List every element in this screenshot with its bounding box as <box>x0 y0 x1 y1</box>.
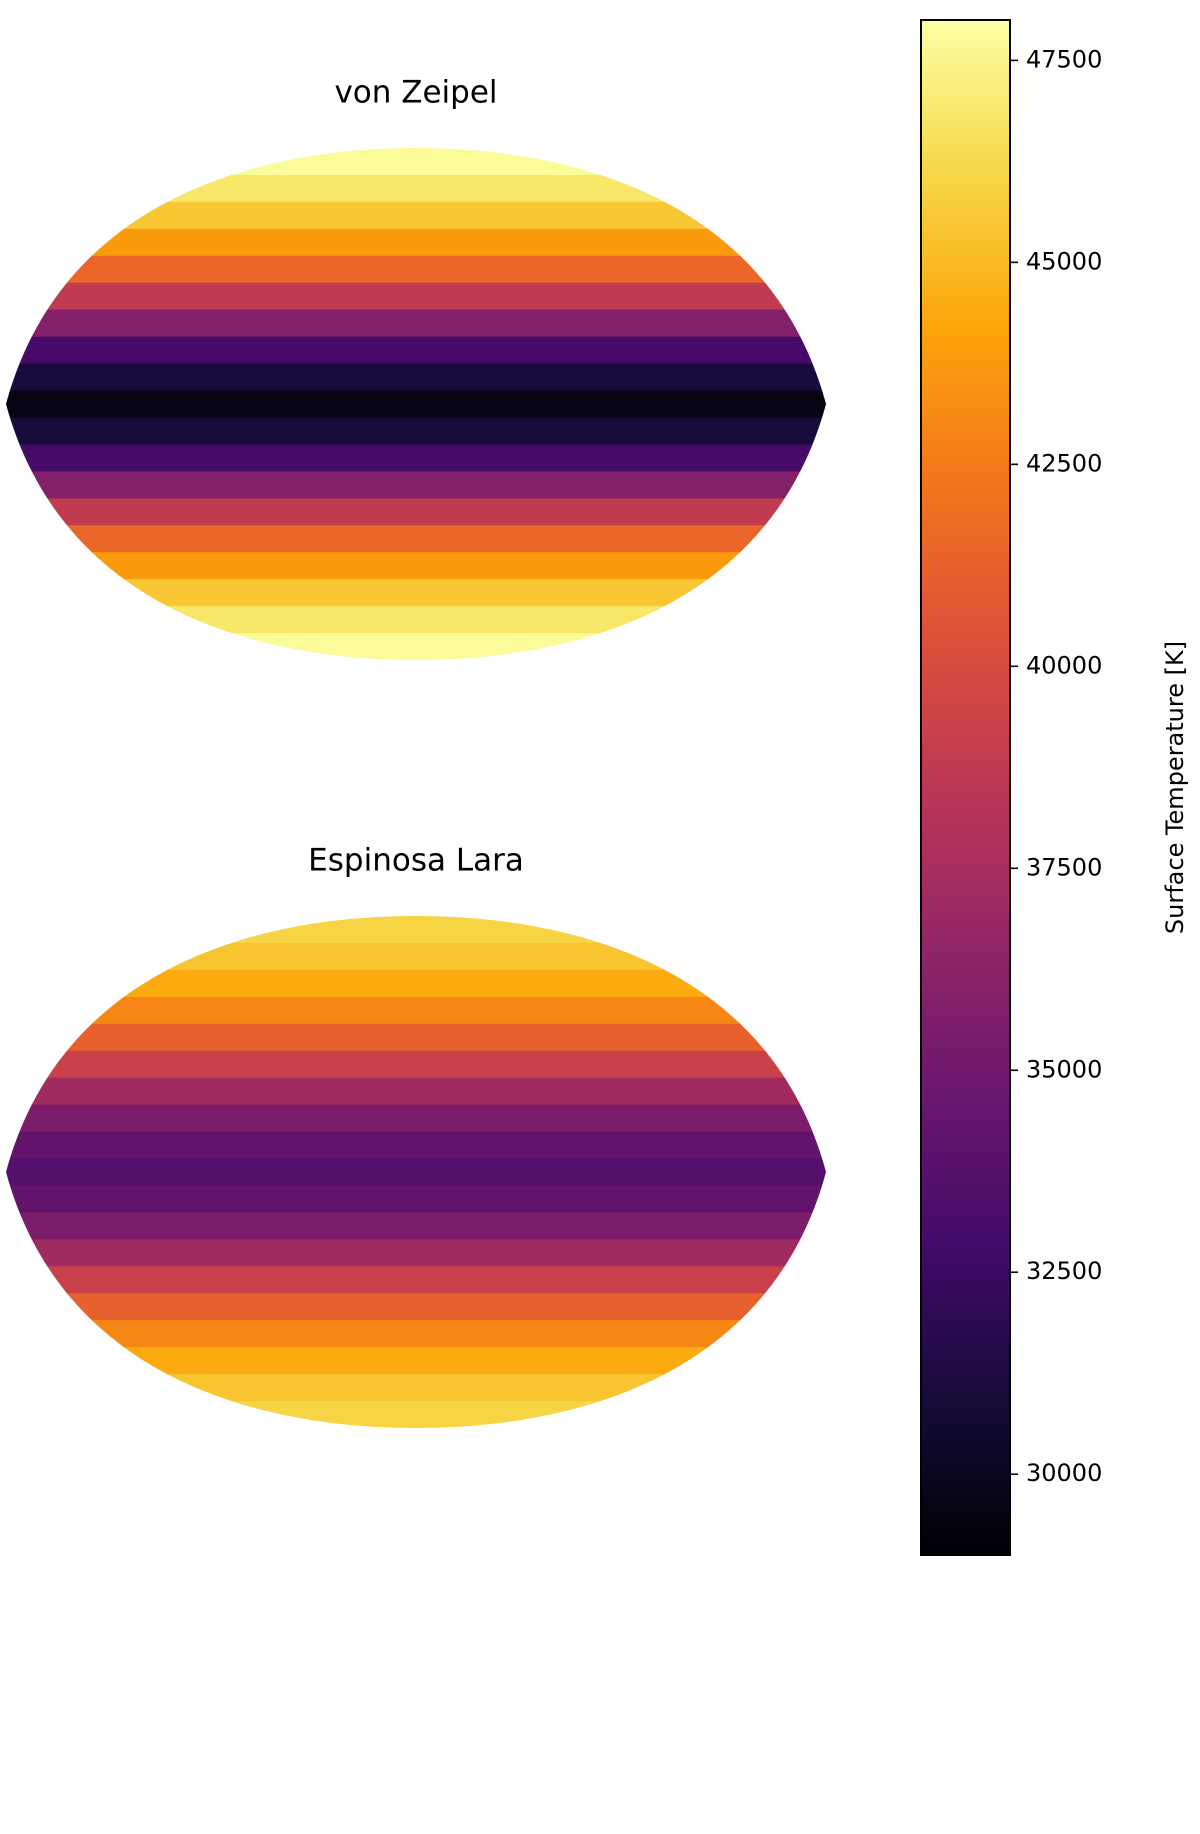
temperature-band <box>6 1401 826 1428</box>
colorbar-label: Surface Temperature [K] <box>1161 641 1189 934</box>
colorbar-tick-label: 45000 <box>1026 247 1102 275</box>
panel-title: Espinosa Lara <box>308 843 524 879</box>
temperature-band <box>6 1266 826 1294</box>
colorbar-tick-label: 32500 <box>1026 1257 1102 1285</box>
temperature-band <box>6 942 826 971</box>
temperature-band <box>6 1212 826 1240</box>
temperature-band <box>6 1104 826 1133</box>
colorbar <box>920 19 1011 1556</box>
temperature-band <box>6 444 826 472</box>
map-panel <box>6 916 826 1428</box>
map-panel <box>6 148 826 660</box>
panel-title: von Zeipel <box>334 75 497 111</box>
temperature-band <box>6 390 826 419</box>
temperature-band <box>6 1293 826 1321</box>
temperature-band <box>6 282 826 311</box>
temperature-band <box>6 1239 826 1267</box>
temperature-band <box>6 1023 826 1052</box>
temperature-band <box>6 228 826 257</box>
temperature-band <box>6 606 826 634</box>
temperature-band <box>6 916 826 944</box>
temperature-band <box>6 1050 826 1079</box>
temperature-band <box>6 969 826 998</box>
temperature-band <box>6 309 826 338</box>
colorbar-tick-label: 37500 <box>1026 853 1102 881</box>
temperature-band <box>6 471 826 499</box>
temperature-band <box>6 1077 826 1106</box>
temperature-band <box>6 1374 826 1402</box>
temperature-band <box>6 336 826 365</box>
temperature-band <box>6 1131 826 1160</box>
temperature-band <box>6 148 826 176</box>
colorbar-tick-label: 35000 <box>1026 1055 1102 1083</box>
temperature-band <box>6 996 826 1025</box>
temperature-band <box>6 363 826 392</box>
colorbar-tick-label: 42500 <box>1026 449 1102 477</box>
colorbar-tick-label: 40000 <box>1026 651 1102 679</box>
colorbar-tick-label: 47500 <box>1026 45 1102 73</box>
temperature-band <box>6 255 826 284</box>
temperature-band <box>6 174 826 203</box>
temperature-band <box>6 201 826 230</box>
temperature-band <box>6 417 826 446</box>
colorbar-tick-label: 30000 <box>1026 1459 1102 1487</box>
temperature-band <box>6 1347 826 1375</box>
temperature-band <box>6 1158 826 1187</box>
temperature-band <box>6 633 826 660</box>
temperature-band <box>6 1320 826 1348</box>
temperature-band <box>6 498 826 526</box>
temperature-band <box>6 1185 826 1214</box>
temperature-band <box>6 525 826 553</box>
temperature-band <box>6 552 826 580</box>
temperature-band <box>6 579 826 607</box>
